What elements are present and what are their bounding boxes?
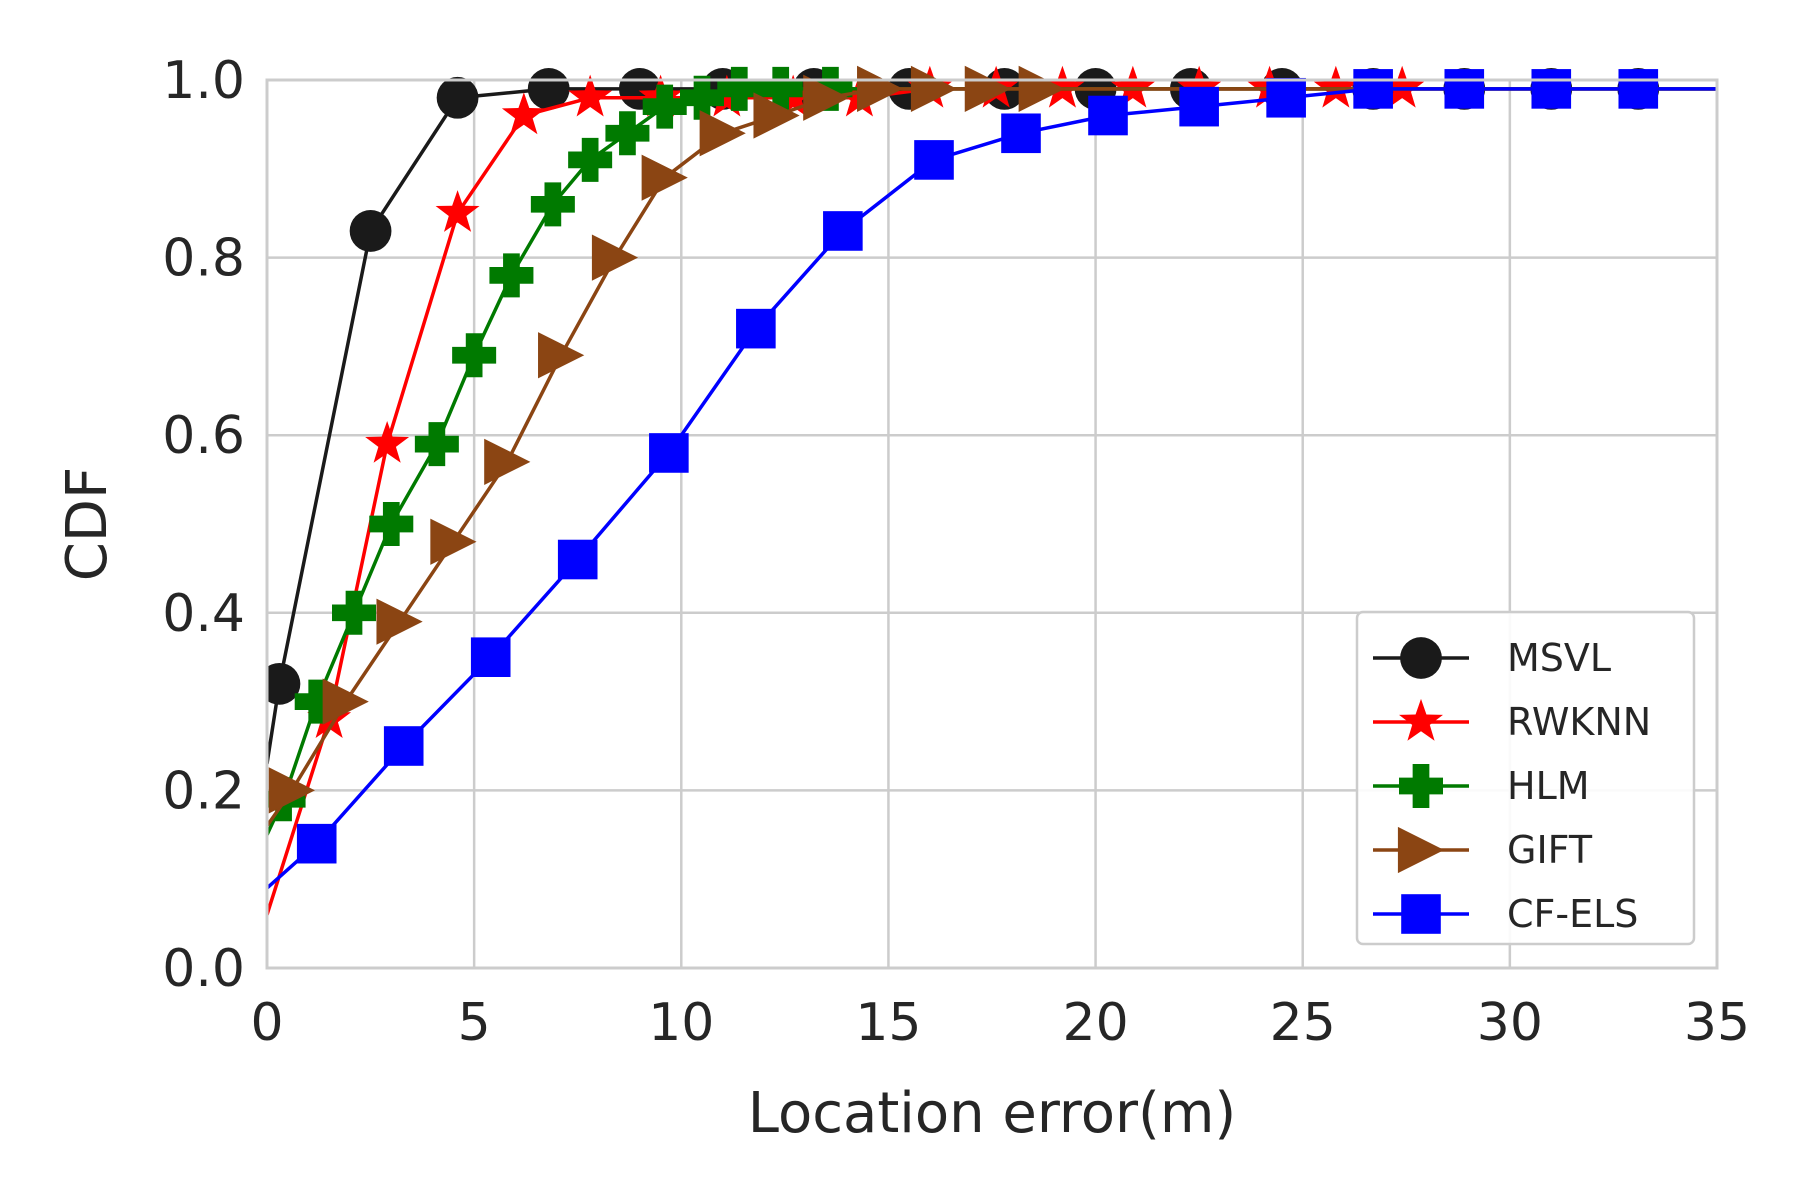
- x-tick-label: 10: [648, 993, 714, 1053]
- legend-item: CF-ELS: [1373, 892, 1638, 936]
- data-point-square: [383, 726, 424, 766]
- data-point-triangle-right: [910, 65, 958, 112]
- data-point-star: [501, 92, 546, 135]
- data-point-triangle-right: [484, 438, 531, 485]
- data-point-plus: [452, 333, 497, 378]
- data-point-star: [435, 190, 480, 232]
- data-point-star: [1110, 65, 1155, 108]
- x-tick-labels: 0 5 10 15 20 25 30 35: [250, 993, 1750, 1053]
- data-point-triangle-right: [857, 65, 904, 112]
- series-cf-els: [267, 69, 1717, 890]
- legend-marker-plus: [1399, 764, 1443, 808]
- series-hlm: [267, 66, 1717, 836]
- legend: MSVL RWKNN HLM GIFT CF-ELS: [1355, 610, 1696, 946]
- data-point-square: [470, 637, 511, 677]
- legend-item: GIFT: [1373, 826, 1593, 874]
- x-tick-label: 30: [1477, 993, 1543, 1053]
- y-tick-label: 0.8: [162, 229, 245, 289]
- data-point-square: [1444, 69, 1485, 109]
- data-point-triangle-right: [376, 598, 423, 645]
- plot-area: [267, 65, 1717, 916]
- data-point-square: [1353, 69, 1393, 109]
- data-point-circle: [267, 662, 301, 705]
- data-point-triangle-right: [803, 74, 850, 121]
- legend-item: HLM: [1373, 764, 1590, 808]
- data-point-square: [1001, 113, 1041, 154]
- data-point-triangle-right: [753, 92, 800, 139]
- data-point-plus: [568, 137, 613, 182]
- legend-label: CF-ELS: [1507, 892, 1638, 936]
- y-tick-label: 0.6: [162, 406, 245, 466]
- data-point-square: [1531, 69, 1572, 109]
- data-point-star: [1040, 65, 1085, 108]
- legend-label: HLM: [1507, 764, 1590, 808]
- data-point-square: [1179, 86, 1219, 127]
- legend-marker-triangle-right: [1397, 826, 1445, 874]
- data-point-square: [1266, 77, 1306, 118]
- x-tick-label: 0: [250, 993, 283, 1053]
- x-tick-label: 35: [1684, 993, 1750, 1053]
- data-point-triangle-right: [322, 678, 369, 725]
- data-point-circle: [436, 76, 479, 119]
- data-point-circle: [527, 67, 570, 110]
- data-point-star: [365, 420, 410, 463]
- data-point-plus: [717, 66, 762, 111]
- data-point-square: [1088, 95, 1128, 136]
- data-point-triangle-right: [591, 234, 639, 281]
- data-point-circle: [349, 210, 392, 252]
- x-tick-label: 20: [1062, 993, 1128, 1053]
- y-tick-label: 0.4: [162, 584, 245, 644]
- data-point-plus: [294, 679, 339, 724]
- data-point-plus: [680, 75, 724, 120]
- plot-frame: [265, 78, 1719, 970]
- data-point-plus: [758, 66, 803, 111]
- data-point-triangle-right: [641, 154, 688, 201]
- legend-label: GIFT: [1507, 828, 1593, 872]
- data-point-star: [1380, 65, 1425, 108]
- data-point-square: [557, 539, 598, 580]
- data-point-triangle-right: [430, 518, 477, 565]
- y-tick-labels: 0.0 0.2 0.4 0.6 0.8 1.0: [162, 51, 245, 999]
- data-point-plus: [605, 111, 650, 156]
- data-point-triangle-right: [268, 767, 315, 814]
- data-point-plus: [489, 253, 534, 298]
- data-point-plus: [369, 502, 414, 546]
- y-axis-label: CDF: [55, 467, 120, 581]
- legend-item: RWKNN: [1373, 698, 1651, 744]
- legend-label: MSVL: [1507, 636, 1611, 680]
- y-tick-label: 0.0: [162, 939, 245, 999]
- data-point-triangle-right: [538, 332, 585, 379]
- x-tick-label: 15: [855, 993, 921, 1053]
- data-point-triangle-right: [964, 65, 1011, 112]
- legend-marker-square: [1401, 894, 1441, 934]
- legend-marker-star: [1399, 698, 1443, 741]
- y-tick-label: 0.2: [162, 761, 245, 821]
- legend-item: MSVL: [1373, 636, 1611, 680]
- data-point-triangle-right: [699, 110, 746, 157]
- data-point-square: [914, 140, 954, 180]
- data-point-square: [296, 823, 337, 864]
- x-tick-label: 25: [1270, 993, 1336, 1053]
- legend-label: RWKNN: [1507, 700, 1651, 744]
- series-gift: [267, 65, 1717, 827]
- data-point-square: [649, 433, 689, 473]
- data-point-star: [1313, 65, 1358, 108]
- x-tick-label: 5: [458, 993, 491, 1053]
- data-point-plus: [414, 422, 459, 467]
- legend-box: [1355, 610, 1696, 946]
- data-point-plus: [332, 590, 376, 635]
- data-point-square: [1618, 69, 1659, 109]
- legend-marker-circle: [1400, 637, 1442, 679]
- data-point-square: [823, 211, 863, 251]
- x-axis-label: Location error(m): [748, 1081, 1236, 1146]
- data-point-star: [1177, 65, 1222, 108]
- data-point-star: [568, 74, 613, 117]
- data-point-square: [736, 308, 776, 349]
- data-point-plus: [642, 84, 687, 129]
- data-point-plus: [530, 182, 575, 227]
- y-tick-label: 1.0: [162, 51, 245, 111]
- data-point-triangle-right: [1018, 65, 1065, 112]
